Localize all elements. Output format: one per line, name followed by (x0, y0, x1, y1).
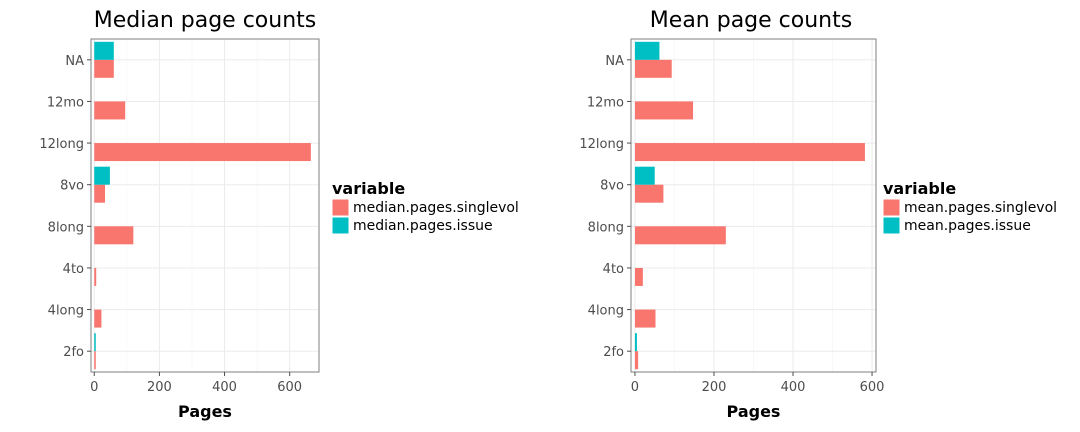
y-tick-label: 4long (48, 304, 84, 319)
x-tick-label: 400 (781, 380, 806, 395)
chart-title: Mean page counts (650, 8, 852, 33)
x-tick-label: 600 (860, 380, 885, 395)
bar-median-pages-issue-NA (94, 41, 114, 60)
legend-title: variable (883, 179, 956, 198)
legend-key-median-pages-issue (331, 216, 350, 235)
y-tick-label: 2fo (63, 345, 84, 360)
bar-mean-pages-singlevol-4to (634, 267, 643, 286)
legend: variable median.pages.singlevol median.pag… (331, 179, 519, 235)
y-tick-label: 8long (48, 220, 84, 235)
y-tick-label: 2fo (603, 345, 624, 360)
legend-key-mean-pages-singlevol (882, 198, 901, 217)
bar-mean-pages-singlevol-8vo (634, 184, 664, 203)
bar-mean-pages-singlevol-12long (634, 143, 865, 162)
bar-mean-pages-issue-8vo (634, 166, 655, 185)
legend: variable mean.pages.singlevol mean.pages.i… (882, 179, 1057, 235)
x-tick-label: 200 (702, 380, 727, 395)
x-tick-label: 0 (90, 380, 98, 395)
bar-mean-pages-issue-2fo (634, 333, 637, 352)
bar-median-pages-singlevol-12mo (94, 101, 126, 120)
bar-mean-pages-issue-NA (634, 41, 660, 60)
legend-title: variable (332, 179, 405, 198)
legend-label: mean.pages.singlevol (904, 200, 1057, 216)
plot-border (630, 38, 877, 373)
y-tick-label: 12long (579, 137, 624, 152)
y-tick-label: 12mo (587, 95, 624, 110)
x-tick-label: 600 (277, 380, 302, 395)
legend-label: median.pages.singlevol (353, 200, 519, 216)
y-tick-label: 8vo (60, 179, 84, 194)
bar-median-pages-singlevol-4to (94, 267, 97, 286)
bar-mean-pages-singlevol-8long (634, 226, 726, 245)
plot-background (91, 39, 319, 372)
bar-median-pages-singlevol-8vo (94, 184, 106, 203)
bar-median-pages-issue-2fo (94, 333, 96, 352)
median-page-counts-chart: Median page counts NA 12mo 12long 8vo 8long 4t… (39, 8, 518, 421)
x-axis-title: Pages (727, 402, 781, 421)
legend-label: mean.pages.issue (904, 218, 1031, 234)
y-tick-label: 8long (588, 220, 624, 235)
bar-mean-pages-singlevol-12mo (634, 101, 694, 120)
y-tick-label: 4long (588, 304, 624, 319)
y-tick-label: NA (605, 54, 624, 69)
bar-median-pages-singlevol-2fo (94, 351, 96, 370)
bar-median-pages-singlevol-8long (94, 226, 134, 245)
mean-page-counts-chart: Mean page counts NA 12mo 12long 8vo 8long 4to 4… (579, 8, 1057, 421)
bar-mean-pages-singlevol-4long (634, 309, 656, 328)
y-tick-label: 4to (63, 262, 84, 277)
y-tick-label: 8vo (600, 179, 624, 194)
x-tick-label: 0 (631, 380, 639, 395)
legend-key-mean-pages-issue (882, 216, 901, 235)
bar-mean-pages-singlevol-NA (634, 59, 672, 78)
y-tick-label: 12mo (47, 95, 84, 110)
x-axis-title: Pages (178, 402, 232, 421)
bar-median-pages-singlevol-4long (94, 309, 102, 328)
legend-label: median.pages.issue (353, 218, 493, 234)
bar-median-pages-issue-8vo (94, 166, 110, 185)
y-tick-label: NA (65, 54, 84, 69)
x-tick-label: 400 (212, 380, 237, 395)
x-tick-label: 200 (147, 380, 172, 395)
plot-border (90, 38, 320, 373)
bar-median-pages-singlevol-NA (94, 59, 114, 78)
y-tick-label: 12long (39, 137, 84, 152)
bar-mean-pages-singlevol-2fo (634, 351, 639, 370)
legend-key-median-pages-singlevol (331, 198, 350, 217)
chart-title: Median page counts (94, 8, 316, 33)
bar-median-pages-singlevol-12long (94, 143, 311, 162)
y-tick-label: 4to (603, 262, 624, 277)
